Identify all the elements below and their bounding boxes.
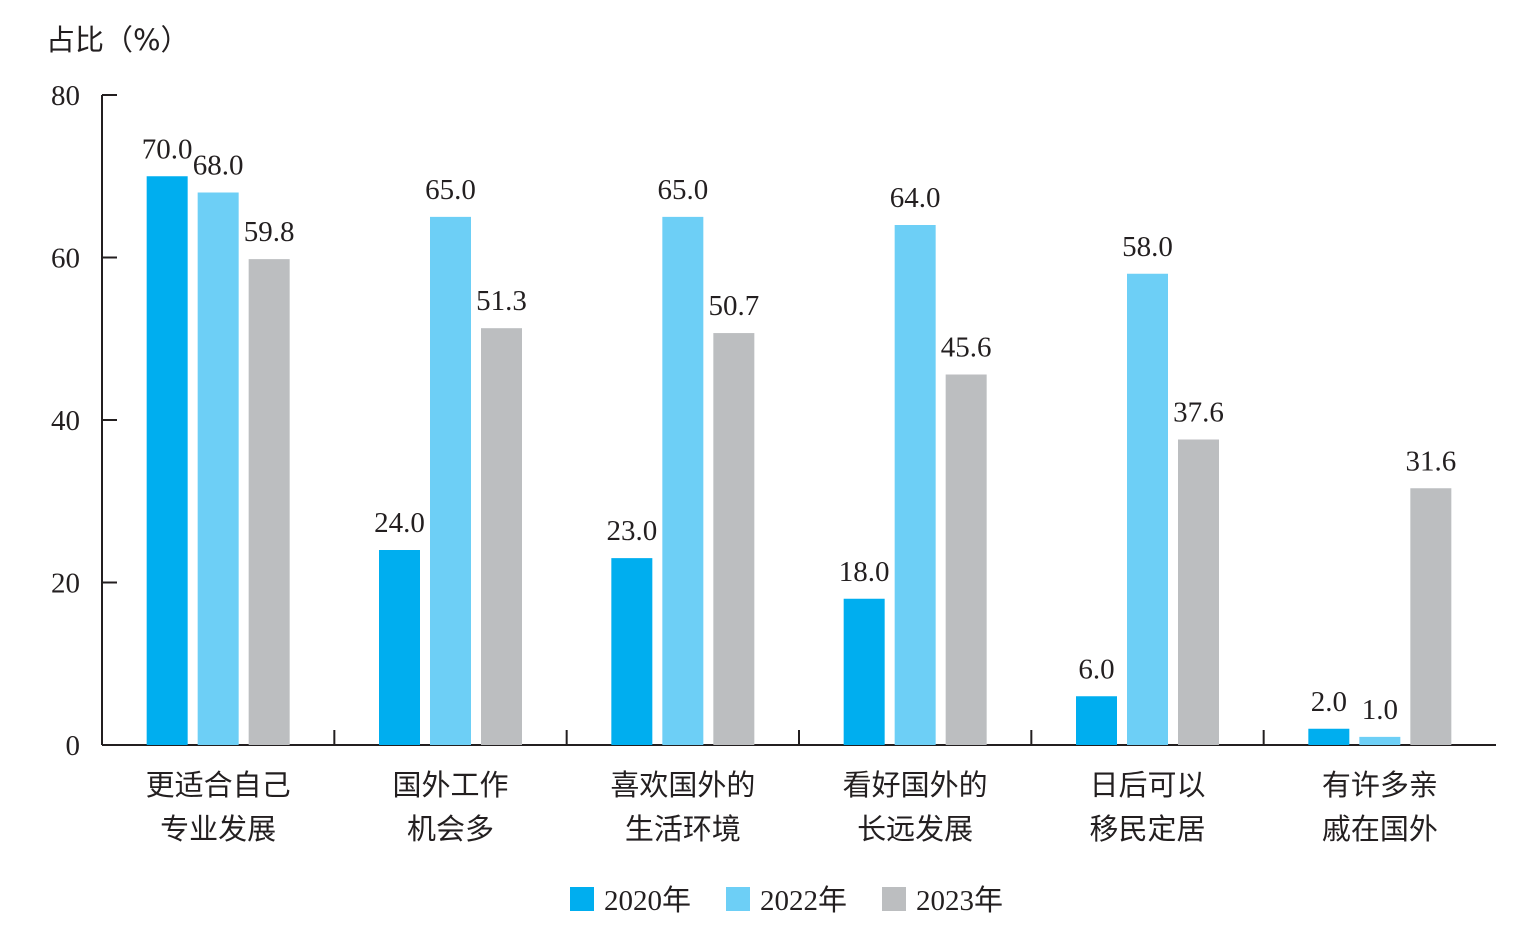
y-tick-label: 20: [51, 568, 80, 600]
category-label: 戚在国外: [1322, 812, 1438, 846]
bar: [248, 259, 290, 745]
category-label: 看好国外的: [843, 768, 988, 802]
category-label: 机会多: [407, 812, 494, 846]
y-tick-label: 80: [51, 80, 80, 112]
data-label: 6.0: [1078, 653, 1114, 685]
data-label: 1.0: [1362, 694, 1398, 726]
data-label: 59.8: [244, 216, 295, 248]
legend-swatch: [726, 887, 750, 911]
bar: [1359, 736, 1401, 745]
bar: [197, 192, 239, 745]
legend-entry: 2022年: [760, 884, 847, 917]
legend: 2020年 2022年 2023年: [570, 884, 1003, 917]
data-label: 65.0: [657, 174, 708, 206]
category-label: 喜欢国外的: [610, 768, 755, 802]
data-label: 18.0: [839, 556, 890, 588]
bar: [481, 328, 522, 745]
y-tick-label: 40: [51, 405, 80, 437]
data-label: 31.6: [1405, 445, 1456, 477]
data-label: 23.0: [606, 515, 657, 547]
bar: [1127, 273, 1168, 745]
y-tick-label: 60: [51, 243, 80, 275]
category-label: 专业发展: [160, 812, 276, 846]
data-label: 50.7: [708, 290, 759, 322]
bar: [843, 598, 885, 745]
bar: [662, 216, 704, 745]
data-label: 68.0: [193, 150, 244, 182]
data-label: 70.0: [142, 133, 193, 165]
category-label: 有许多亲: [1322, 768, 1438, 802]
category-label: 生活环境: [625, 812, 741, 846]
legend-swatch: [882, 887, 906, 911]
legend-entry: 2023年: [916, 884, 1003, 917]
bar: [945, 374, 987, 745]
bar: [430, 216, 471, 745]
bar: [1178, 439, 1219, 745]
bars: [146, 176, 1452, 745]
data-label: 2.0: [1311, 686, 1347, 718]
bar: [1076, 696, 1117, 745]
bar: [713, 333, 755, 745]
legend-swatch: [570, 887, 594, 911]
data-label: 64.0: [890, 182, 941, 214]
y-tick-label: 0: [66, 730, 81, 762]
data-label: 24.0: [374, 507, 425, 539]
axes: 0 20 40 60 80: [51, 80, 1496, 762]
category-label: 国外工作: [392, 768, 508, 802]
data-label: 45.6: [941, 332, 992, 364]
data-label: 51.3: [476, 285, 527, 317]
bar: [1410, 488, 1452, 745]
category-label: 日后可以: [1089, 768, 1205, 802]
data-label: 58.0: [1122, 231, 1173, 263]
bar: [611, 558, 653, 745]
category-label: 长远发展: [857, 812, 973, 846]
value-labels: 70.068.0 59.8 24.0 65.0 51.3 23.0 65.0 50.7 18.0…: [142, 133, 1456, 726]
legend-entry: 2020年: [604, 884, 691, 917]
category-label: 更适合自己: [146, 768, 291, 802]
data-label: 37.6: [1173, 397, 1224, 429]
bar: [379, 550, 420, 745]
bar: [894, 225, 936, 745]
bar: [146, 176, 188, 745]
bar: [1308, 728, 1350, 745]
data-label: 65.0: [425, 174, 476, 206]
y-axis-label: 占比（%）: [46, 23, 190, 57]
category-label: 移民定居: [1089, 812, 1205, 846]
